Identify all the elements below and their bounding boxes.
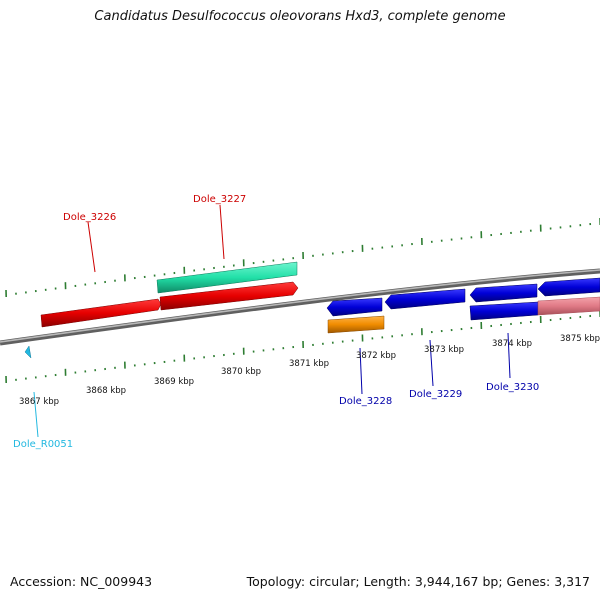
- label-dole-3228[interactable]: Dole_3228: [339, 396, 392, 407]
- scale-label-3872: 3872 kbp: [356, 351, 396, 361]
- gene-blue-lower-arrow[interactable]: [469, 301, 539, 321]
- scale-label-3870: 3870 kbp: [221, 367, 261, 377]
- scale-label-3868: 3868 kbp: [86, 386, 126, 396]
- gene-dole-r0051-arrow[interactable]: [24, 345, 32, 359]
- scale-label-3875: 3875 kbp: [560, 334, 600, 344]
- scale-label-3873: 3873 kbp: [424, 345, 464, 355]
- gene-dole-3230-arrow[interactable]: [469, 283, 538, 303]
- gene-orange-arrow[interactable]: [327, 315, 385, 334]
- scale-label-3874: 3874 kbp: [492, 339, 532, 349]
- label-dole-r0051[interactable]: Dole_R0051: [13, 439, 73, 450]
- label-dole-3227[interactable]: Dole_3227: [193, 194, 246, 205]
- accession-text: Accession: NC_009943: [10, 574, 153, 589]
- forward-tick-track: [5, 218, 600, 298]
- scale-label-3869: 3869 kbp: [154, 377, 194, 387]
- gene-dole-3227-arrow[interactable]: [156, 261, 298, 294]
- label-dole-3230[interactable]: Dole_3230: [486, 382, 539, 393]
- reverse-tick-track: [5, 310, 600, 384]
- gene-dole-3226b-arrow[interactable]: [159, 281, 299, 311]
- genome-summary-text: Topology: circular; Length: 3,944,167 bp…: [246, 574, 590, 589]
- gene-pink-arrow[interactable]: [537, 296, 600, 316]
- gene-blue-extra-arrow[interactable]: [537, 277, 600, 297]
- gene-dole-3228-arrow[interactable]: [326, 297, 383, 317]
- genome-backbone: [0, 268, 600, 346]
- gene-dole-3226-arrow[interactable]: [40, 298, 162, 328]
- gene-dole-3229-arrow[interactable]: [384, 288, 466, 310]
- label-dole-3229[interactable]: Dole_3229: [409, 389, 462, 400]
- scale-label-3867: 3867 kbp: [19, 397, 59, 407]
- label-dole-3226[interactable]: Dole_3226: [63, 212, 116, 223]
- scale-label-3871: 3871 kbp: [289, 359, 329, 369]
- map-title: Candidatus Desulfococcus oleovorans Hxd3…: [94, 9, 506, 24]
